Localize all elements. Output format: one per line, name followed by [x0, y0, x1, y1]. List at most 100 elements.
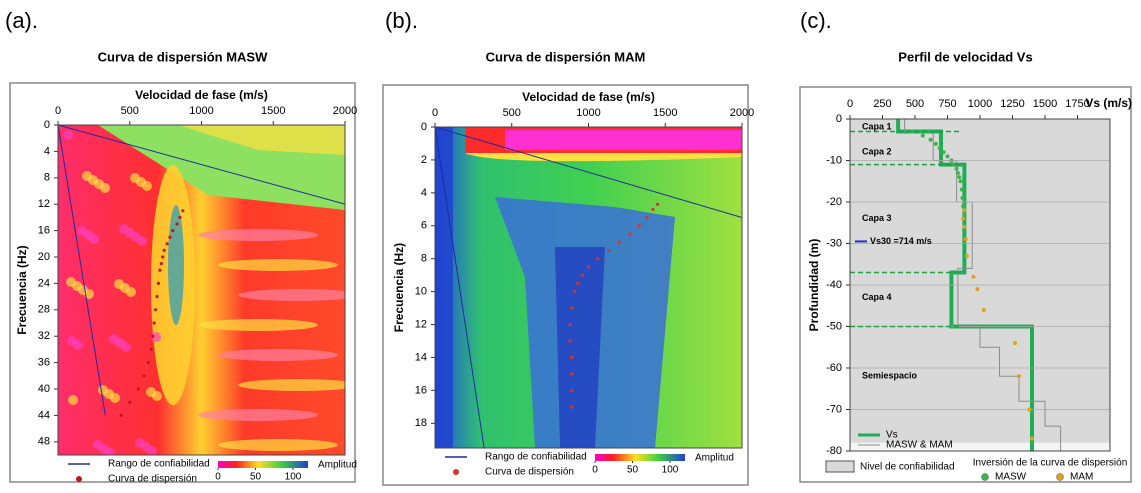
data-point: [981, 307, 986, 312]
colorbar-tick-label: 100: [662, 465, 679, 476]
panel-frame: [9, 82, 356, 483]
data-point: [955, 170, 960, 175]
heatmap-zone: [135, 438, 145, 448]
plot-area: [435, 127, 742, 448]
data-point: [920, 133, 925, 138]
y-tick-label: 4: [44, 145, 50, 157]
y-tick-label: 16: [415, 384, 427, 396]
x-tick-label: 0: [432, 107, 438, 119]
data-point: [959, 187, 964, 192]
colorbar-tick-label: 100: [285, 472, 302, 483]
data-point: [596, 257, 600, 261]
y-tick-label: 16: [38, 225, 50, 237]
legend-label: MASW: [995, 472, 1027, 483]
heatmap-zone: [465, 153, 742, 162]
data-point: [933, 141, 938, 146]
x-tick-label: 0: [55, 105, 61, 117]
data-point: [161, 255, 165, 259]
data-point: [576, 281, 580, 285]
heatmap-zone: [63, 130, 73, 140]
data-point: [155, 295, 159, 299]
data-point: [146, 361, 151, 365]
data-point: [136, 387, 140, 391]
data-point: [965, 253, 969, 258]
y-tick-label: 24: [38, 277, 50, 289]
legend-title: Inversión de la curva de dispersión: [973, 458, 1128, 469]
y-tick-label: 12: [38, 198, 50, 210]
heatmap-zone: [146, 387, 156, 397]
colorbar-tick-label: 0: [215, 472, 221, 483]
annotation: Capa 4: [862, 292, 892, 302]
data-point: [617, 240, 621, 244]
plot-frame: [849, 118, 1111, 452]
heatmap-zone: [238, 379, 345, 391]
y-tick-label: -50: [826, 320, 842, 332]
data-point: [975, 287, 980, 292]
data-point: [119, 413, 123, 417]
data-point: [570, 388, 574, 392]
annotation: Capa 2: [862, 147, 892, 157]
panel-frame: [382, 84, 749, 486]
plot-frame: [434, 126, 743, 449]
data-point: [962, 212, 967, 217]
data-point: [1013, 341, 1018, 346]
series-line: [435, 127, 742, 448]
y-tick-label: 14: [415, 351, 427, 363]
heatmap-zone: [238, 289, 345, 301]
x-tick-label: 1000: [189, 105, 213, 117]
heatmap-zone: [114, 279, 124, 289]
x-axis-label: Velocidad de fase (m/s): [522, 90, 655, 104]
data-point: [651, 207, 655, 211]
colorbar: [218, 461, 308, 468]
chart-title: Curva de dispersión MAM: [486, 49, 646, 64]
y-tick-label: -30: [826, 237, 842, 249]
data-point: [971, 274, 976, 279]
data-point: [655, 202, 660, 206]
colorbar-tick-label: 50: [627, 465, 639, 476]
data-point: [178, 215, 182, 219]
colorbar-tick-label: 0: [592, 465, 598, 476]
data-point: [963, 237, 968, 242]
data-point: [171, 229, 175, 233]
y-tick-label: -10: [826, 154, 842, 166]
heatmap-zone: [218, 259, 338, 271]
x-tick-label: 1750: [1065, 98, 1089, 110]
x-tick-label: 500: [121, 105, 139, 117]
x-tick-label: 500: [503, 107, 521, 119]
heatmap-zone: [168, 205, 184, 325]
data-point: [1030, 436, 1034, 441]
legend-label: Rango de confiabilidad: [485, 452, 587, 463]
y-tick-label: 18: [415, 417, 427, 429]
heatmap-zone: [109, 334, 119, 344]
heatmap-zone: [98, 385, 108, 395]
legend-label: Curva de dispersión: [485, 467, 574, 478]
data-point: [151, 334, 155, 338]
legend-label: Nivel de confiabilidad: [860, 462, 955, 473]
x-tick-label: 250: [873, 98, 891, 110]
data-point: [570, 372, 574, 376]
heatmap-zone: [555, 247, 605, 448]
data-point: [570, 306, 574, 310]
data-point: [149, 347, 153, 351]
heatmap-zone: [151, 332, 161, 342]
plot-frame: [57, 124, 346, 456]
y-tick-label: 8: [421, 253, 427, 265]
data-point: [962, 224, 967, 229]
x-tick-label: 2000: [333, 105, 357, 117]
data-point: [928, 137, 933, 142]
y-tick-label: -40: [826, 279, 842, 291]
x-axis-label: Vs (m/s): [1085, 96, 1132, 110]
y-axis-label: Frecuencia (Hz): [15, 245, 29, 334]
data-point: [645, 215, 649, 220]
colorbar-label: Amplitud: [695, 453, 734, 464]
heatmap-zone: [82, 171, 92, 181]
panel-label: (b).: [385, 8, 418, 33]
data-point: [580, 273, 584, 277]
data-point: [165, 242, 169, 246]
data-point: [941, 150, 946, 155]
data-point: [958, 179, 963, 184]
heatmap-zone: [178, 125, 345, 155]
y-tick-label: 4: [421, 187, 427, 199]
heatmap-zone: [67, 336, 77, 346]
